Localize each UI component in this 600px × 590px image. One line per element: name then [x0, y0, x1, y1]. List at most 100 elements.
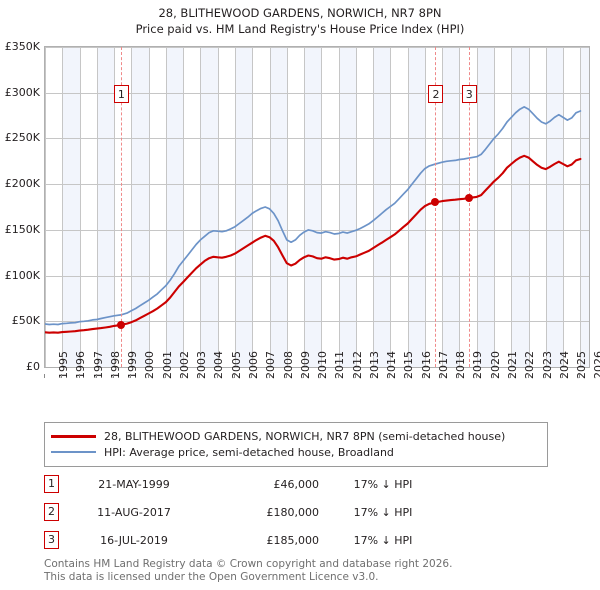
y-axis-tick-label: £0 — [26, 360, 40, 373]
page-title: 28, BLITHEWOOD GARDENS, NORWICH, NR7 8PN… — [0, 0, 600, 37]
x-axis-tick — [424, 374, 425, 378]
x-axis-tick — [79, 374, 80, 378]
y-axis-tick-label: £200K — [4, 177, 40, 191]
x-axis-tick — [148, 374, 149, 378]
year-band — [304, 47, 322, 367]
gridline-vertical — [529, 47, 530, 367]
gridline-vertical — [218, 47, 219, 367]
legend-item: HPI: Average price, semi-detached house,… — [51, 444, 541, 460]
transaction-marker-box-3[interactable]: 3 — [461, 85, 477, 103]
x-axis-tick — [303, 374, 304, 378]
year-band — [580, 47, 589, 367]
title-line-2: Price paid vs. HM Land Registry's House … — [135, 22, 465, 36]
transaction-index-badge: 3 — [44, 531, 59, 549]
x-axis-tick — [562, 374, 563, 378]
table-row: 2 11-AUG-2017 £180,000 17% ↓ HPI — [44, 498, 464, 526]
x-axis-tick-label: 2001 — [160, 351, 174, 379]
chart-series-svg — [45, 106, 582, 334]
transaction-point-3[interactable] — [464, 193, 473, 202]
gridline-vertical — [580, 47, 581, 367]
x-axis-tick-label: 2012 — [350, 351, 364, 379]
x-axis-tick-label: 2021 — [506, 351, 520, 379]
gridline-vertical — [339, 47, 340, 367]
x-axis-tick-label: 2000 — [143, 351, 157, 379]
legend-color-swatch — [51, 434, 96, 438]
x-axis-tick-label: 2005 — [229, 351, 243, 379]
gridline-vertical — [321, 47, 322, 367]
y-axis-tick-label: £100K — [4, 268, 40, 282]
gridline-vertical — [252, 47, 253, 367]
x-axis-tick-label: 2023 — [540, 351, 554, 379]
gridline-vertical — [131, 47, 132, 367]
x-axis-tick — [545, 374, 546, 378]
x-axis-tick — [372, 374, 373, 378]
x-axis-tick-label: 2008 — [281, 351, 295, 379]
year-band — [373, 47, 391, 367]
x-axis-tick — [458, 374, 459, 378]
transaction-index-badge: 1 — [44, 475, 59, 493]
x-axis-tick — [234, 374, 235, 378]
transaction-index-badge: 2 — [44, 503, 59, 521]
gridline-vertical — [511, 47, 512, 367]
x-axis-tick-label: 2010 — [316, 351, 330, 379]
gridline-vertical — [563, 47, 564, 367]
gridline-horizontal — [45, 93, 589, 94]
transaction-marker-line-3 — [469, 47, 470, 367]
gridline-vertical — [425, 47, 426, 367]
x-axis-tick-label: 2017 — [436, 351, 450, 379]
y-axis-labels: £0 £50K £100K £150K £200K £250K £300K £350K — [0, 40, 600, 373]
x-axis-tick — [44, 374, 45, 378]
year-band — [269, 47, 287, 367]
year-band — [62, 47, 80, 367]
x-axis-tick-label: 2003 — [195, 351, 209, 379]
gridline-vertical — [45, 47, 46, 367]
x-axis-tick-label: 2004 — [212, 351, 226, 379]
x-axis-tick — [96, 374, 97, 378]
x-axis-tick — [130, 374, 131, 378]
x-axis-tick-label: 1997 — [91, 351, 105, 379]
x-axis-tick-label: 2002 — [177, 351, 191, 379]
transaction-date: 11-AUG-2017 — [97, 505, 171, 519]
transaction-point-2[interactable] — [431, 198, 440, 207]
x-axis-tick — [355, 374, 356, 378]
transaction-marker-box-2[interactable]: 2 — [428, 85, 444, 103]
x-axis-tick — [113, 374, 114, 378]
gridline-vertical — [459, 47, 460, 367]
x-axis-tick — [338, 374, 339, 378]
transaction-hpi-delta: 17% ↓ HPI — [353, 533, 413, 547]
x-axis-tick-label: 1999 — [126, 351, 140, 379]
footer-attribution: Contains HM Land Registry data © Crown c… — [44, 558, 584, 583]
year-band — [200, 47, 218, 367]
x-axis-tick — [407, 374, 408, 378]
gridline-horizontal — [45, 230, 589, 231]
year-band — [442, 47, 460, 367]
transaction-price: £180,000 — [266, 505, 320, 519]
gridline-vertical — [183, 47, 184, 367]
x-axis-tick-label: 1995 — [57, 351, 70, 379]
x-axis-tick-label: 2016 — [419, 351, 433, 379]
gridline-vertical — [546, 47, 547, 367]
transaction-marker-box-1[interactable]: 1 — [113, 85, 129, 103]
x-axis-tick-label: 2011 — [333, 351, 347, 379]
transaction-point-1[interactable] — [116, 320, 125, 329]
transaction-hpi-delta: 17% ↓ HPI — [353, 477, 413, 491]
table-row: 3 16-JUL-2019 £185,000 17% ↓ HPI — [44, 526, 464, 554]
x-axis-tick — [320, 374, 321, 378]
year-band — [407, 47, 425, 367]
x-axis-tick-label: 2015 — [402, 351, 416, 379]
legend-label: 28, BLITHEWOOD GARDENS, NORWICH, NR7 8PN… — [104, 429, 506, 443]
chart-legend: 28, BLITHEWOOD GARDENS, NORWICH, NR7 8PN… — [44, 422, 548, 467]
gridline-horizontal — [45, 184, 589, 185]
y-axis-tick-label: £300K — [4, 85, 40, 99]
x-axis-tick-label: 2025 — [575, 351, 589, 379]
x-axis-tick-label: 2009 — [298, 351, 312, 379]
y-axis-tick-label: £50K — [11, 314, 40, 328]
gridline-vertical — [114, 47, 115, 367]
transaction-price: £46,000 — [273, 477, 320, 491]
x-axis-labels: 1995 1996 1997 1998 1999 2000 2001 2002 2003 2004… — [44, 351, 600, 434]
x-axis-tick — [217, 374, 218, 378]
gridline-vertical — [166, 47, 167, 367]
legend-color-swatch — [51, 451, 96, 453]
table-row: 1 21-MAY-1999 £46,000 17% ↓ HPI — [44, 470, 464, 498]
